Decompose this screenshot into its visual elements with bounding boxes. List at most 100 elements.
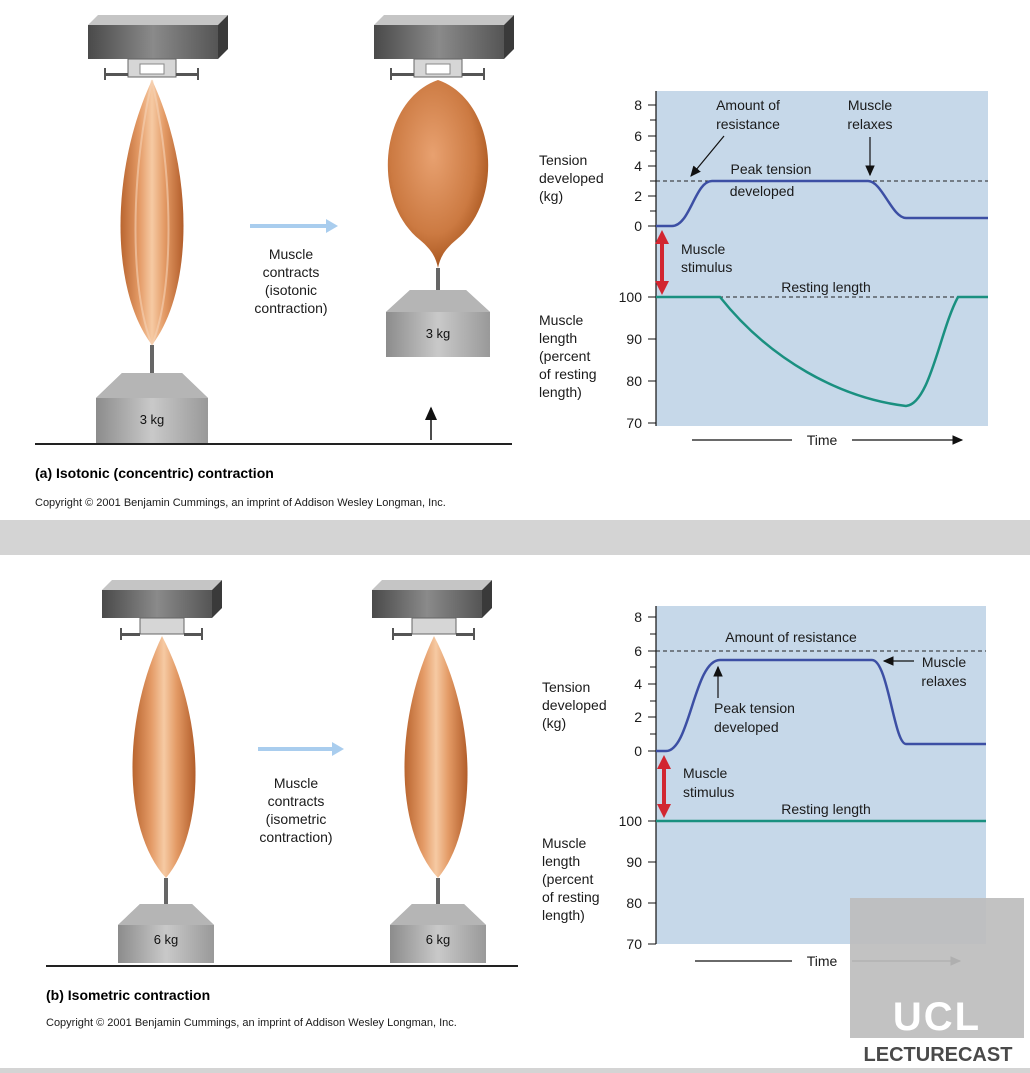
svg-text:90: 90 <box>626 854 642 870</box>
graph-a: 8 6 4 2 0 Tension developed (kg) 100 90 … <box>539 91 988 448</box>
ceiling-bar <box>102 580 222 618</box>
svg-text:100: 100 <box>619 813 643 829</box>
svg-text:length: length <box>542 853 580 869</box>
svg-text:Amount of resistance: Amount of resistance <box>725 629 857 645</box>
svg-text:Muscle: Muscle <box>681 241 726 257</box>
muscle-relaxed <box>132 636 196 878</box>
logo-line2: LECTURECAST <box>864 1044 1013 1066</box>
svg-text:80: 80 <box>626 895 642 911</box>
muscle-contracted <box>387 80 489 268</box>
weight-label-right: 3 kg <box>426 326 451 341</box>
svg-text:length): length) <box>539 384 582 400</box>
svg-text:6: 6 <box>634 643 642 659</box>
panel-b: 6 kg Muscle contracts (isometric contrac… <box>0 555 1030 1068</box>
weight-block-left-b: 6 kg <box>118 904 214 963</box>
caption-b: (b) Isometric contraction <box>46 987 210 1003</box>
weight-label-left: 3 kg <box>140 412 165 427</box>
weight-label-left-b: 6 kg <box>154 932 179 947</box>
svg-text:70: 70 <box>626 936 642 952</box>
isometric-rest-apparatus: 6 kg <box>102 580 222 963</box>
svg-text:relaxes: relaxes <box>921 673 966 689</box>
svg-text:Amount of: Amount of <box>716 97 780 113</box>
weight-block-right-b: 6 kg <box>390 904 486 963</box>
svg-text:relaxes: relaxes <box>847 116 892 132</box>
muscle-tensed <box>404 636 468 878</box>
svg-text:4: 4 <box>634 158 642 174</box>
svg-text:developed: developed <box>730 183 795 199</box>
svg-text:Muscle: Muscle <box>683 765 728 781</box>
svg-text:Muscle: Muscle <box>542 835 587 851</box>
svg-text:developed: developed <box>542 697 607 713</box>
stimulus-arrow-b <box>657 755 671 818</box>
svg-text:of resting: of resting <box>542 889 600 905</box>
svg-text:Peak tension: Peak tension <box>714 700 795 716</box>
clamp <box>104 58 199 80</box>
weight-label-right-b: 6 kg <box>426 932 451 947</box>
svg-text:8: 8 <box>634 97 642 113</box>
svg-text:4: 4 <box>634 676 642 692</box>
muscle-relaxed <box>120 80 184 345</box>
graph-b: 8 6 4 2 0 Tension developed (kg) 100 90 … <box>542 606 986 969</box>
copyright-a: Copyright © 2001 Benjamin Cummings, an i… <box>35 497 446 509</box>
length-axis-a: 100 90 80 70 Muscle length (percent of r… <box>539 289 656 431</box>
isometric-contracted-apparatus: 6 kg <box>372 580 492 963</box>
svg-text:6: 6 <box>634 128 642 144</box>
svg-text:(isometric: (isometric <box>266 811 327 827</box>
svg-text:length): length) <box>542 907 585 923</box>
svg-text:developed: developed <box>539 170 604 186</box>
svg-text:Muscle: Muscle <box>922 654 967 670</box>
svg-text:(kg): (kg) <box>539 188 563 204</box>
svg-text:resistance: resistance <box>716 116 780 132</box>
svg-text:2: 2 <box>634 188 642 204</box>
weight-block-right: 3 kg <box>386 290 490 357</box>
logo-line1: UCL <box>893 995 981 1039</box>
caption-a: (a) Isotonic (concentric) contraction <box>35 465 274 481</box>
svg-text:Resting length: Resting length <box>781 801 871 817</box>
svg-text:90: 90 <box>626 331 642 347</box>
tendon-rod <box>150 345 154 373</box>
clamp <box>390 58 485 80</box>
svg-text:0: 0 <box>634 743 642 759</box>
svg-text:100: 100 <box>619 289 643 305</box>
svg-text:Tension: Tension <box>542 679 590 695</box>
length-curve-a <box>656 295 988 408</box>
svg-text:Resting length: Resting length <box>781 279 871 295</box>
svg-text:contracts: contracts <box>263 264 320 280</box>
tendon-rod <box>164 878 168 904</box>
svg-text:(percent: (percent <box>542 871 593 887</box>
copyright-b: Copyright © 2001 Benjamin Cummings, an i… <box>46 1017 457 1029</box>
middle-label-b: Muscle contracts (isometric contraction) <box>259 775 332 845</box>
panel-a: 3 kg Muscle contracts (isotonic contract… <box>0 0 1030 520</box>
clamp <box>120 617 203 640</box>
time-label-b: Time <box>807 953 838 969</box>
svg-text:(percent: (percent <box>539 348 590 364</box>
ceiling-bar <box>88 15 228 59</box>
length-axis-b: 100 90 80 70 Muscle length (percent of r… <box>542 813 656 952</box>
svg-text:Tension: Tension <box>539 152 587 168</box>
svg-text:length: length <box>539 330 577 346</box>
isotonic-contracted-apparatus: 3 kg <box>374 15 514 440</box>
tendon-rod <box>436 268 440 290</box>
tension-axis-b: 8 6 4 2 0 Tension developed (kg) <box>542 609 656 759</box>
svg-text:developed: developed <box>714 719 779 735</box>
svg-text:contracts: contracts <box>268 793 325 809</box>
tension-axis-a: 8 6 4 2 0 Tension developed (kg) <box>539 97 656 234</box>
svg-text:Muscle: Muscle <box>274 775 319 791</box>
tension-curve-b <box>656 658 986 753</box>
svg-text:Muscle: Muscle <box>539 312 584 328</box>
svg-text:80: 80 <box>626 373 642 389</box>
tension-curve-a <box>656 179 988 228</box>
svg-text:(isotonic: (isotonic <box>265 282 317 298</box>
isotonic-rest-apparatus: 3 kg <box>88 15 228 443</box>
svg-text:of resting: of resting <box>539 366 597 382</box>
svg-text:Muscle: Muscle <box>848 97 893 113</box>
svg-text:contraction): contraction) <box>254 300 327 316</box>
ceiling-bar <box>372 580 492 618</box>
ucl-lecturecast-logo: UCL LECTURECAST <box>850 898 1028 1066</box>
stimulus-arrow-a <box>655 230 669 295</box>
svg-text:8: 8 <box>634 609 642 625</box>
time-label-a: Time <box>807 432 838 448</box>
graph-b-background <box>656 606 986 944</box>
svg-text:stimulus: stimulus <box>681 259 732 275</box>
